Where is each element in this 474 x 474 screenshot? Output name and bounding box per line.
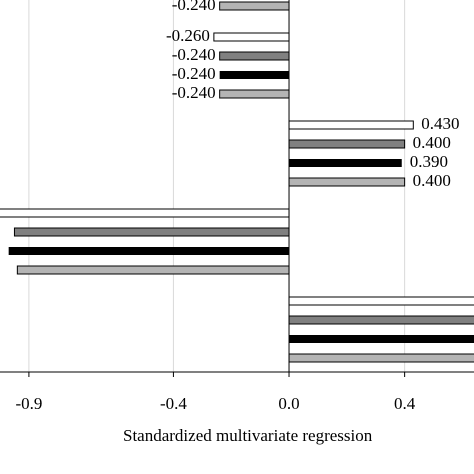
bar bbox=[219, 89, 290, 99]
bar bbox=[16, 265, 290, 275]
bar bbox=[0, 208, 290, 218]
bar bbox=[288, 120, 414, 130]
value-label: -0.240 bbox=[172, 83, 216, 102]
bar bbox=[8, 247, 290, 255]
bar bbox=[288, 296, 474, 306]
value-label: -0.260 bbox=[166, 26, 210, 45]
bar bbox=[219, 51, 290, 61]
value-label: -0.240 bbox=[172, 0, 216, 14]
value-label: 0.400 bbox=[413, 171, 451, 190]
x-tick-label: -0.9 bbox=[15, 394, 42, 413]
value-label: 0.390 bbox=[410, 152, 448, 171]
bar bbox=[289, 335, 474, 343]
bar bbox=[289, 159, 402, 167]
bar bbox=[219, 71, 290, 79]
value-label: -0.240 bbox=[172, 45, 216, 64]
x-axis-label: Standardized multivariate regression bbox=[123, 426, 373, 445]
bar bbox=[288, 139, 406, 149]
value-label: 0.430 bbox=[421, 114, 459, 133]
x-tick-label: 0.0 bbox=[278, 394, 299, 413]
bar bbox=[213, 32, 290, 42]
value-label: -0.240 bbox=[172, 64, 216, 83]
bar bbox=[288, 353, 474, 363]
bar bbox=[288, 315, 474, 325]
value-label: 0.400 bbox=[413, 133, 451, 152]
bar bbox=[219, 1, 290, 11]
bar bbox=[288, 177, 406, 187]
x-tick-label: -0.4 bbox=[160, 394, 187, 413]
bar bbox=[13, 227, 290, 237]
x-tick-label: 0.4 bbox=[394, 394, 416, 413]
